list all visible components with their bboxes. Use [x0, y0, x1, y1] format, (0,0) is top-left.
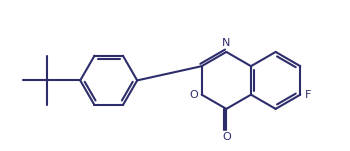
Text: N: N — [222, 38, 231, 48]
Text: O: O — [222, 132, 231, 142]
Text: O: O — [189, 90, 198, 100]
Text: F: F — [305, 90, 312, 100]
